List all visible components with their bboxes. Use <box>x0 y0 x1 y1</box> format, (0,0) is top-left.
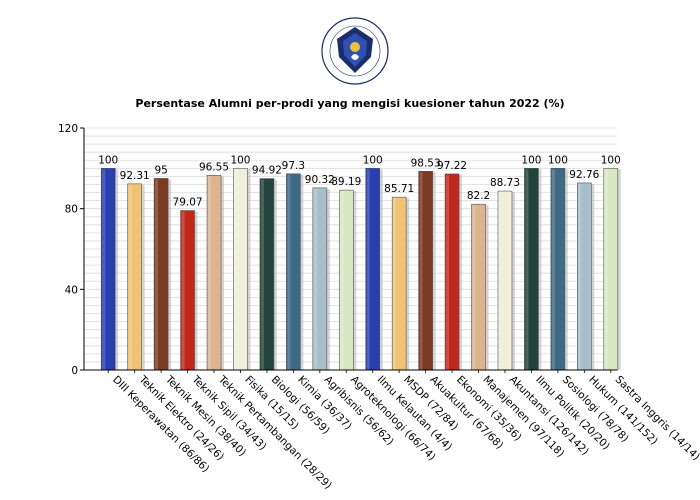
value-label: 100 <box>363 154 383 166</box>
value-label: 82.2 <box>467 190 490 202</box>
value-label: 100 <box>601 154 621 166</box>
bar-highlight <box>340 191 344 370</box>
value-label: 100 <box>548 154 568 166</box>
y-tick-label: 80 <box>65 204 78 216</box>
bar-highlight <box>393 198 397 370</box>
value-label: 89.19 <box>331 176 361 188</box>
value-label: 100 <box>98 154 118 166</box>
value-label: 90.32 <box>305 174 335 186</box>
bar-highlight <box>102 169 106 370</box>
bar-highlight <box>155 179 159 370</box>
bar-highlight <box>578 183 582 370</box>
bar-highlight <box>208 176 212 370</box>
bar-highlight <box>287 174 291 370</box>
bar-highlight <box>128 184 132 370</box>
bar-highlight <box>551 169 555 370</box>
y-tick-label: 40 <box>65 284 78 296</box>
bar-highlight <box>446 174 450 370</box>
bar-highlight <box>181 211 185 370</box>
value-label: 92.76 <box>569 169 599 181</box>
bar-highlight <box>525 169 529 370</box>
value-label: 100 <box>230 154 250 166</box>
value-label: 85.71 <box>384 183 414 195</box>
value-label: 97.22 <box>437 160 467 172</box>
bar-highlight <box>498 192 502 370</box>
tick-labels: DIII Keperawatan (86/86)Teknik Elektro (… <box>107 370 700 492</box>
chart-title: Persentase Alumni per-prodi yang mengisi… <box>135 97 565 110</box>
bar-highlight <box>419 172 423 370</box>
value-label: 98.53 <box>411 157 441 169</box>
bar-highlight <box>604 169 608 370</box>
value-label: 96.55 <box>199 161 229 173</box>
value-label: 92.31 <box>120 170 150 182</box>
value-label: 100 <box>521 154 541 166</box>
axes: 0 40 80 120 <box>58 123 617 377</box>
bar-highlight <box>472 205 476 370</box>
value-label: 88.73 <box>490 177 520 189</box>
value-label: 95 <box>154 164 167 176</box>
bar-highlight <box>234 169 238 370</box>
value-label: 94.92 <box>252 165 282 177</box>
bar-highlight <box>366 169 370 370</box>
university-logo-icon <box>321 17 389 85</box>
value-label: 97.3 <box>282 160 305 172</box>
value-label: 79.07 <box>173 197 203 209</box>
bar-highlight <box>313 188 317 370</box>
y-tick-label: 0 <box>71 365 78 377</box>
bar-highlight <box>260 179 264 370</box>
y-tick-label: 120 <box>58 123 78 135</box>
